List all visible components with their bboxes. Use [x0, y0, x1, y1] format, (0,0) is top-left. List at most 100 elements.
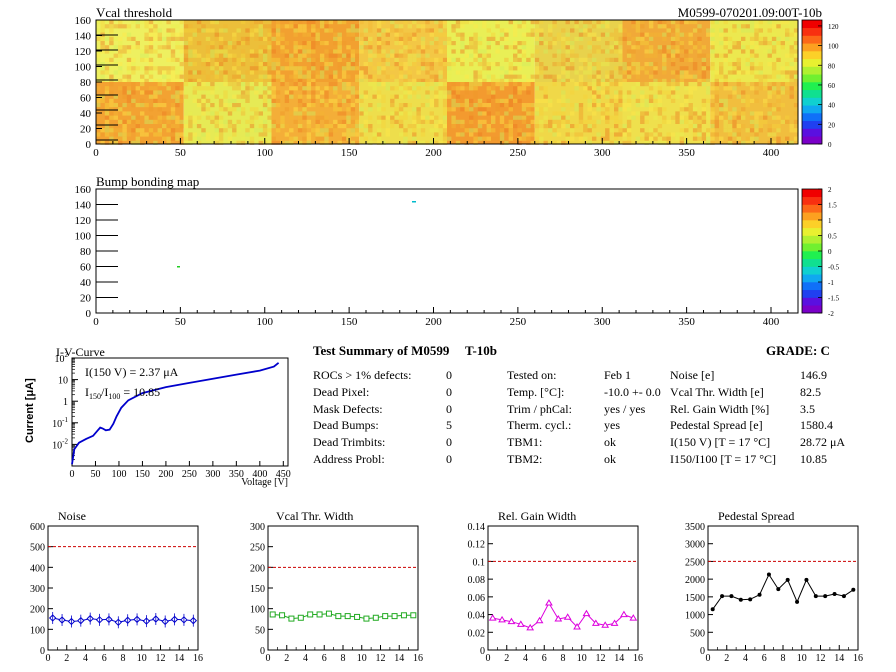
pixel-cell	[648, 86, 654, 91]
pixel-cell	[513, 28, 518, 33]
pixel-cell	[311, 49, 316, 54]
iv-title: I-V-Curve	[56, 345, 105, 359]
x-tick-label: 4	[83, 653, 88, 664]
pixel-cell	[109, 107, 114, 112]
pixel-cell	[754, 74, 759, 79]
pixel-cell	[565, 98, 570, 103]
pixel-cell	[210, 103, 215, 108]
x-tick-label: 400	[763, 147, 780, 159]
pixel-cell	[196, 124, 202, 129]
pixel-cell	[245, 82, 250, 87]
pixel-cell	[126, 132, 132, 137]
pixel-cell	[605, 62, 610, 67]
pixel-cell	[587, 53, 592, 58]
pixel-cell	[675, 132, 680, 137]
pixel-cell	[359, 45, 364, 50]
pixel-cell	[166, 28, 171, 33]
pixel-cell	[267, 90, 272, 95]
pixel-cell	[447, 45, 452, 50]
pixel-cell	[749, 66, 755, 71]
pixel-cell	[688, 124, 693, 129]
pixel-cell	[653, 115, 658, 120]
pixel-cell	[355, 140, 360, 145]
pixel-cell	[719, 115, 724, 120]
pixel-cell	[425, 20, 430, 25]
pixel-cell	[723, 20, 728, 25]
pixel-cell	[398, 24, 404, 29]
pixel-cell	[670, 45, 676, 50]
pixel-cell	[245, 98, 250, 103]
pixel-cell	[776, 70, 781, 75]
pixel-cell	[398, 49, 404, 54]
pixel-cell	[697, 78, 702, 83]
pixel-cell	[232, 98, 237, 103]
pixel-cell	[447, 70, 452, 75]
pixel-cell	[561, 45, 566, 50]
pixel-cell	[118, 20, 123, 25]
pixel-cell	[434, 32, 439, 37]
pixel-cell	[482, 107, 487, 112]
pixel-cell	[218, 119, 224, 124]
pixel-cell	[789, 66, 794, 71]
pixel-cell	[258, 36, 263, 41]
pixel-cell	[609, 36, 614, 41]
pixel-cell	[710, 86, 715, 91]
pixel-cell	[692, 20, 698, 25]
pixel-cell	[719, 28, 724, 33]
pixel-cell	[376, 132, 382, 137]
pixel-cell	[504, 98, 509, 103]
pixel-cell	[614, 94, 619, 99]
pixel-cell	[526, 57, 531, 62]
pixel-cell	[578, 78, 584, 83]
pixel-cell	[289, 57, 294, 62]
pixel-cell	[319, 132, 325, 137]
pixel-cell	[648, 136, 654, 141]
pixel-cell	[267, 94, 272, 99]
pixel-cell	[626, 103, 632, 108]
pixel-cell	[166, 78, 171, 83]
roc-block	[183, 20, 272, 82]
pixel-cell	[609, 45, 614, 50]
pixel-cell	[293, 45, 298, 50]
pixel-cell	[644, 136, 649, 141]
pixel-cell	[100, 36, 105, 41]
pixel-cell	[758, 20, 763, 25]
pixel-cell	[723, 57, 728, 62]
pixel-cell	[135, 136, 140, 141]
pixel-cell	[513, 124, 518, 129]
pixel-cell	[183, 115, 189, 120]
pixel-cell	[376, 90, 382, 95]
pixel-cell	[469, 82, 474, 87]
pixel-cell	[771, 86, 777, 91]
pixel-cell	[517, 20, 522, 25]
pixel-cell	[254, 66, 259, 71]
pixel-cell	[249, 86, 255, 91]
pixel-cell	[534, 136, 540, 141]
pixel-cell	[214, 128, 219, 133]
pixel-cell	[499, 36, 505, 41]
pixel-cell	[684, 66, 689, 71]
pixel-cell	[565, 45, 570, 50]
pixel-cell	[662, 115, 667, 120]
pixel-cell	[131, 90, 136, 95]
pixel-cell	[179, 74, 184, 79]
pixel-cell	[337, 20, 342, 25]
pixel-cell	[398, 70, 404, 75]
pixel-cell	[267, 74, 272, 79]
palette-band	[802, 227, 822, 236]
pixel-cell	[293, 49, 298, 54]
pixel-cell	[732, 45, 737, 50]
pixel-cell	[657, 20, 663, 25]
pixel-cell	[565, 57, 570, 62]
pixel-cell	[271, 78, 276, 83]
pixel-cell	[767, 74, 772, 79]
pixel-cell	[196, 90, 202, 95]
pixel-cell	[741, 111, 746, 116]
pixel-cell	[486, 70, 491, 75]
pixel-cell	[341, 53, 347, 58]
pixel-cell	[267, 32, 272, 37]
module-id: M0599-070201.09:00T-10b	[678, 5, 822, 20]
palette-label: 2	[828, 186, 832, 194]
summary-row-value: 0	[446, 401, 452, 416]
